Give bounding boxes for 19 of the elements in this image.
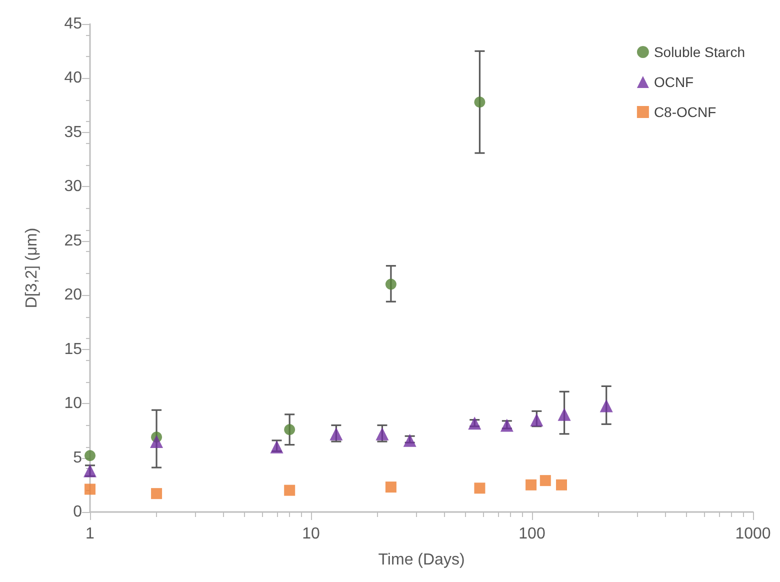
legend-label: Soluble Starch xyxy=(654,44,746,60)
legend-label: OCNF xyxy=(654,74,694,90)
y-tick-label: 15 xyxy=(64,340,82,358)
x-tick-label: 1 xyxy=(86,526,95,542)
y-axis-title: D[3,2] (μm) xyxy=(24,228,40,308)
x-axis-title: Time (Days) xyxy=(378,552,465,568)
y-tick-label: 40 xyxy=(64,70,82,87)
y-tick-label: 10 xyxy=(64,395,82,412)
y-tick-label: 30 xyxy=(64,178,82,196)
legend-label: C8-OCNF xyxy=(654,104,716,120)
x-tick-label: 100 xyxy=(518,526,546,542)
y-tick-label: 45 xyxy=(64,16,82,32)
x-tick-label: 10 xyxy=(302,526,320,542)
x-tick-label: 1000 xyxy=(735,526,771,542)
y-tick-label: 25 xyxy=(64,232,82,250)
y-tick-label: 20 xyxy=(64,286,82,304)
y-tick-label: 5 xyxy=(73,449,82,466)
y-tick-label: 35 xyxy=(64,124,82,141)
y-tick-label: 0 xyxy=(73,504,82,520)
